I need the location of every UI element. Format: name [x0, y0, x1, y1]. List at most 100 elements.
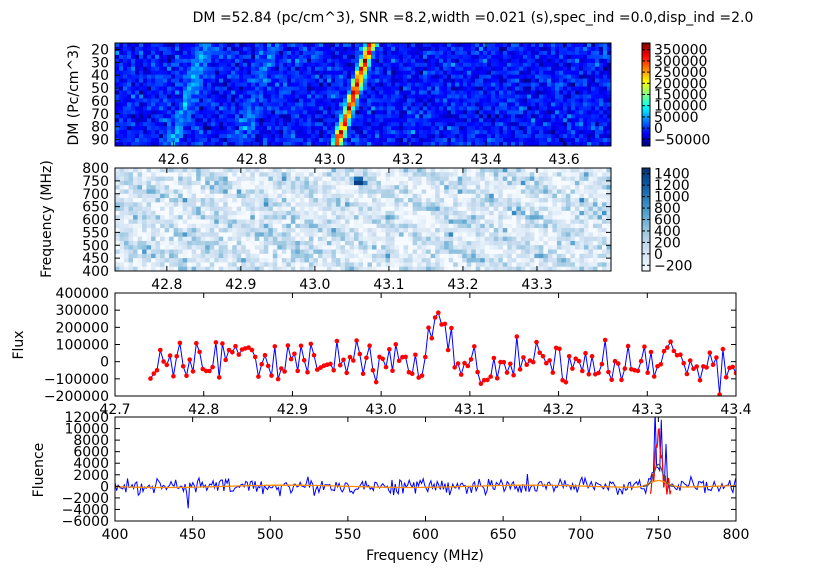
dm-heatmap-cell [363, 130, 368, 135]
dm-heatmap-cell [331, 138, 336, 143]
dm-heatmap-cell [367, 130, 372, 135]
dm-heatmap-cell [291, 43, 296, 48]
freq-heatmap-cell [556, 223, 562, 229]
dm-heatmap-cell [243, 118, 248, 123]
dm-heatmap-cell [115, 70, 120, 76]
dm-heatmap-cell [135, 98, 140, 103]
dm-heatmap-cell [187, 130, 192, 135]
dm-heatmap-cell [127, 50, 132, 56]
freq-heatmap-cell [462, 210, 468, 216]
dm-heatmap-cell [175, 86, 180, 91]
dm-heatmap-cell [447, 43, 452, 48]
dm-heatmap-cell [171, 74, 176, 80]
dm-heatmap-cell [539, 86, 544, 91]
freq-heatmap-cell [353, 168, 359, 173]
dm-heatmap-cell [531, 98, 536, 103]
freq-heatmap-cell [390, 210, 395, 216]
dm-heatmap-cell [175, 130, 180, 135]
dm-heatmap-cell [363, 54, 368, 60]
freq-heatmap-cell [453, 185, 459, 190]
dm-heatmap-cell [587, 43, 592, 48]
dm-heatmap-cell [163, 90, 168, 95]
dm-heatmap-cell [151, 118, 156, 123]
dm-heatmap-cell [455, 106, 460, 111]
dm-heatmap-cell [287, 58, 292, 64]
dm-heatmap-cell [431, 122, 436, 127]
dm-x-tick-label: 42.6 [158, 152, 189, 168]
dm-heatmap-cell [259, 142, 264, 146]
dm-heatmap-cell [139, 58, 144, 64]
dm-heatmap-cell [127, 110, 132, 115]
dm-heatmap-cell [335, 114, 340, 119]
freq-heatmap-cell [534, 206, 540, 212]
freq-heatmap-cell [574, 210, 580, 216]
dm-heatmap-cell [495, 110, 500, 115]
dm-heatmap-cell [159, 50, 164, 56]
dm-heatmap-cell [187, 46, 192, 52]
dm-heatmap-cell [563, 43, 568, 48]
freq-heatmap-cell [245, 172, 251, 177]
dm-heatmap-cell [555, 62, 560, 68]
dm-heatmap-cell [483, 134, 488, 139]
dm-heatmap-cell [535, 122, 540, 127]
dm-heatmap-cell [311, 66, 316, 72]
dm-heatmap-cell [143, 90, 148, 95]
dm-heatmap-cell [567, 58, 572, 64]
dm-heatmap-cell [255, 126, 260, 131]
dm-heatmap-cell [255, 58, 260, 64]
dm-heatmap-cell [163, 130, 168, 135]
dm-heatmap-cell [303, 86, 308, 91]
dm-heatmap-cell [323, 62, 328, 68]
freq-heatmap-cell [128, 232, 134, 238]
freq-heatmap-cell [444, 193, 450, 199]
dm-heatmap-cell [375, 90, 380, 95]
dm-heatmap-cell [315, 62, 320, 68]
dm-heatmap-cell [427, 118, 432, 123]
freq-heatmap-cell [281, 206, 287, 212]
dm-heatmap-cell [563, 82, 568, 87]
dm-heatmap-cell [295, 122, 300, 127]
dm-heatmap-cell [291, 58, 296, 64]
dm-heatmap-cell [571, 62, 576, 68]
freq-heatmap-cell [128, 206, 134, 212]
dm-heatmap-cell [495, 58, 500, 64]
dm-heatmap-cell [279, 142, 284, 146]
dm-heatmap-cell [123, 106, 128, 111]
freq-heatmap-cell [583, 172, 589, 177]
dm-heatmap-cell [239, 122, 244, 127]
dm-heatmap-cell [471, 58, 476, 64]
freq-heatmap-cell [363, 206, 368, 212]
freq-heatmap-cell [484, 228, 490, 233]
freq-heatmap-cell [358, 189, 364, 195]
dm-heatmap-cell [379, 90, 384, 95]
dm-heatmap-cell [327, 50, 332, 56]
dm-heatmap-cell [347, 118, 352, 123]
freq-heatmap-cell [340, 168, 346, 173]
dm-heatmap-cell [571, 58, 576, 64]
freq-time-panel: 42.8 42.9 43.0 43.1 43.2 43.3 800750700650600… [39, 160, 692, 293]
freq-heatmap-cell [196, 193, 202, 199]
dm-heatmap-cell [291, 122, 296, 127]
dm-heatmap-cell [467, 118, 472, 123]
dm-heatmap-cell [247, 98, 252, 103]
dm-heatmap-cell [335, 110, 340, 115]
dm-heatmap-cell [435, 46, 440, 52]
dm-heatmap-cell [355, 58, 360, 64]
dm-heatmap-cell [163, 82, 168, 87]
dm-heatmap-cell [279, 74, 284, 80]
dm-heatmap-cell [323, 106, 328, 111]
dm-heatmap-cell [575, 98, 580, 103]
dm-heatmap-cell [255, 114, 260, 119]
dm-heatmap-cell [599, 126, 604, 131]
dm-heatmap-cell [371, 74, 376, 80]
dm-heatmap-cell [147, 66, 152, 72]
dm-heatmap-cell [215, 98, 220, 103]
dm-heatmap-cell [327, 138, 332, 143]
freq-heatmap-cell [471, 176, 477, 182]
dm-heatmap-cell [315, 66, 320, 72]
dm-heatmap-cell [543, 90, 548, 95]
freq-heatmap-cell [344, 215, 350, 220]
dm-heatmap-cell [431, 142, 436, 146]
freq-heatmap-cell [498, 202, 504, 208]
